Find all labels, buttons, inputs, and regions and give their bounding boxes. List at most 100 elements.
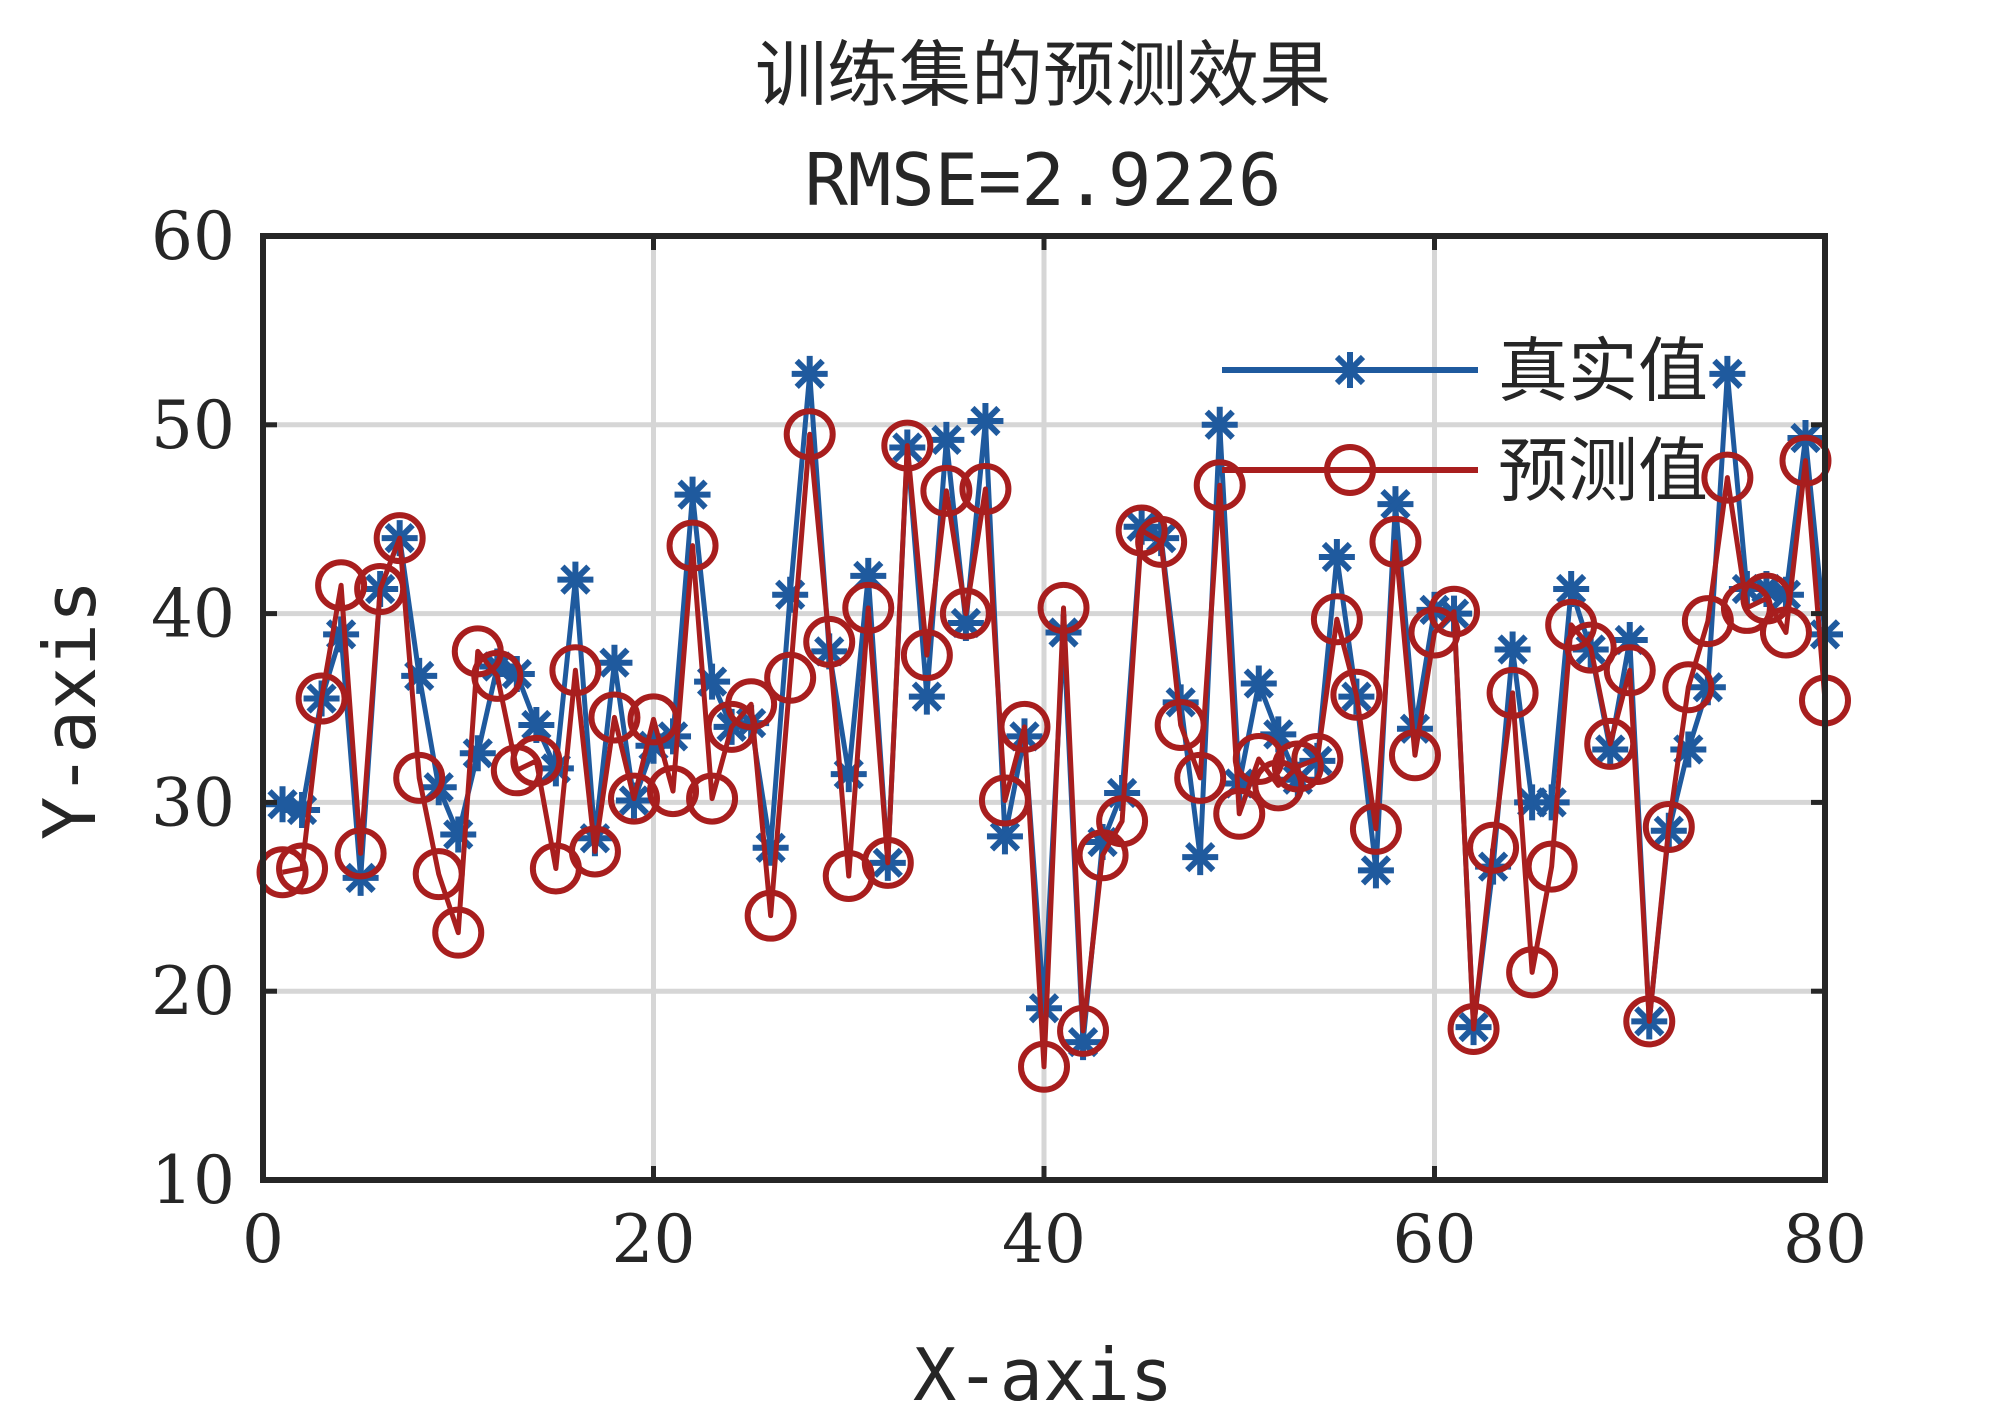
data-point-asterisk-stroke [931, 424, 962, 456]
data-point-circle [1701, 451, 1754, 504]
data-point-asterisk [1201, 406, 1238, 443]
data-point-circle [471, 649, 524, 702]
data-point-circle [1623, 995, 1676, 1048]
data-point-circle [373, 512, 426, 565]
data-point-circle [588, 691, 641, 744]
chart-subtitle: RMSE=2.9226 [805, 138, 1282, 222]
data-point-circle [1135, 515, 1188, 568]
data-point-circle [1057, 1004, 1110, 1057]
data-point-circle [764, 651, 817, 704]
data-point-circle [1174, 751, 1227, 804]
y-axis-label: Y-axis [28, 580, 112, 840]
data-point-asterisk-stroke [1595, 734, 1626, 765]
series-layer [256, 355, 1851, 1093]
data-point-asterisk [908, 678, 945, 715]
data-point-circle [803, 615, 856, 668]
data-point-circle [1564, 621, 1617, 674]
legend-marker-stroke [1334, 354, 1366, 386]
y-tick-label: 60 [151, 198, 235, 275]
data-point-circle [1525, 840, 1578, 893]
data-point-circle [276, 842, 329, 895]
data-point-circle [744, 889, 797, 942]
data-point-circle [1642, 800, 1695, 853]
series-2 [256, 408, 1851, 1093]
data-point-asterisk-stroke [1185, 842, 1216, 873]
x-tick-label: 80 [1783, 1201, 1867, 1278]
data-point-asterisk [1240, 665, 1277, 702]
data-point-asterisk-stroke [1770, 579, 1802, 610]
data-point-circle [295, 672, 348, 725]
data-point-circle [1252, 759, 1305, 812]
data-point-circle [1310, 593, 1363, 646]
data-point-asterisk [1767, 576, 1804, 613]
legend-label: 预测值 [1498, 430, 1708, 512]
data-point-asterisk [284, 791, 321, 828]
data-point-circle [1388, 729, 1441, 782]
data-point-circle [607, 772, 660, 825]
data-point-circle [1193, 459, 1246, 512]
legend-marker [1332, 352, 1368, 388]
data-point-circle [900, 629, 953, 682]
chart-title: 训练集的预测效果 [755, 33, 1331, 117]
data-point-circle [1154, 698, 1207, 751]
data-point-asterisk [1494, 631, 1531, 668]
data-point-asterisk-stroke [1556, 573, 1587, 605]
data-point-asterisk-stroke [501, 658, 532, 690]
x-tick-label: 40 [1002, 1201, 1086, 1278]
data-point-circle [1037, 581, 1090, 634]
x-tick-label: 0 [242, 1201, 284, 1278]
data-point-circle [1330, 668, 1383, 721]
data-point-asterisk [830, 756, 867, 793]
data-point-asterisk [1318, 538, 1355, 575]
data-point-asterisk [518, 706, 555, 743]
legend-entry: 预测值 [1222, 430, 1708, 512]
data-point-circle [1779, 434, 1832, 487]
data-point-asterisk-stroke [794, 358, 825, 389]
data-point-circle [783, 408, 836, 461]
x-axis-label: X-axis [913, 1333, 1173, 1417]
data-point-asterisk-stroke [521, 709, 552, 741]
data-point-circle [959, 462, 1012, 515]
data-point-asterisk [674, 476, 711, 513]
data-point-asterisk-stroke [677, 479, 708, 510]
data-point-asterisk-stroke [1243, 668, 1274, 699]
data-point-asterisk [1709, 355, 1746, 392]
y-tick-label: 30 [151, 764, 235, 841]
data-point-circle [939, 587, 992, 640]
data-point-circle [842, 581, 895, 634]
data-point-asterisk [791, 355, 828, 392]
data-point-asterisk-stroke [1360, 855, 1392, 886]
data-point-circle [1096, 795, 1149, 848]
data-point-asterisk [440, 816, 477, 853]
data-point-circle [1467, 821, 1520, 874]
data-point-asterisk-stroke [911, 681, 942, 712]
data-point-circle [647, 765, 700, 818]
x-tick-label: 60 [1393, 1201, 1477, 1278]
data-point-circle [334, 827, 387, 880]
y-tick-label: 20 [151, 953, 235, 1030]
data-point-circle [1603, 644, 1656, 697]
data-point-circle [393, 751, 446, 804]
data-point-circle [1291, 732, 1344, 785]
data-point-asterisk [772, 576, 809, 613]
data-point-circle [1369, 515, 1422, 568]
data-point-circle [315, 559, 368, 612]
data-point-asterisk [459, 735, 496, 772]
data-point-circle [725, 678, 778, 731]
data-point-asterisk-stroke [1204, 409, 1235, 440]
data-point-asterisk [752, 829, 789, 866]
data-point-circle [920, 464, 973, 517]
data-point-asterisk [1592, 731, 1629, 768]
data-point-asterisk [401, 657, 438, 694]
data-point-circle [1506, 946, 1559, 999]
data-point-circle [510, 734, 563, 787]
plot-frame [260, 233, 1828, 1183]
data-point-circle [627, 693, 680, 746]
y-tick-label: 50 [151, 387, 235, 464]
data-point-asterisk-stroke [970, 405, 1001, 437]
data-point-asterisk [1357, 852, 1394, 889]
data-point-circle [1662, 661, 1715, 714]
legend-label: 真实值 [1498, 330, 1708, 412]
data-point-asterisk [1533, 784, 1570, 821]
data-point-circle [354, 563, 407, 616]
